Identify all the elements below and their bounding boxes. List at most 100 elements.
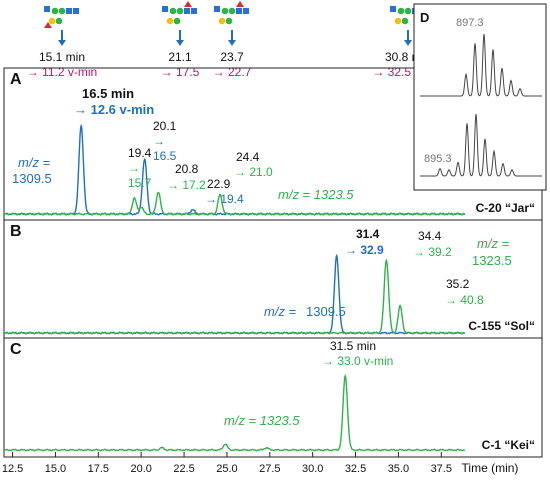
annotation-vmin: → xyxy=(128,161,140,175)
annotation-time: 22.9 xyxy=(207,177,231,191)
annotation-vmin: 16.5 xyxy=(153,149,177,163)
glycan-vmin: → 17.5 xyxy=(161,65,200,79)
fucose-icon xyxy=(44,22,52,28)
fucose-icon xyxy=(236,1,244,7)
galactose-icon xyxy=(394,17,402,25)
mz-label: m/z = xyxy=(264,304,297,319)
mannose-icon xyxy=(228,7,236,15)
annotation-time: 31.4 xyxy=(356,227,380,241)
glcnac-icon xyxy=(214,6,220,12)
panel-letter: B xyxy=(10,223,22,240)
annotation-vmin: → 12.6 v-min xyxy=(74,102,154,117)
down-arrow-icon xyxy=(58,40,66,46)
inset-trace-upper xyxy=(420,33,542,97)
glycan-icon xyxy=(162,1,197,46)
fucose-icon xyxy=(184,1,192,7)
mannose-icon xyxy=(397,7,405,15)
x-tick-label: 15.0 xyxy=(45,463,66,475)
glycan-time: 15.1 min xyxy=(39,50,85,64)
mannose-icon xyxy=(404,7,412,15)
annotation-vmin: → 17.2 xyxy=(167,178,206,192)
annotation-time: 20.1 xyxy=(153,119,177,133)
glycan-icon xyxy=(390,6,425,46)
sample-name: C-1 “Kei“ xyxy=(482,438,535,452)
glcnac-icon xyxy=(184,8,190,14)
inset-frame xyxy=(413,3,547,191)
annotation-time: 20.8 xyxy=(175,162,199,176)
down-arrow-icon xyxy=(228,40,236,46)
glycan-icon xyxy=(44,6,79,46)
annotation-vmin: → 33.0 v-min xyxy=(322,354,393,368)
annotation-time: 35.2 xyxy=(446,277,470,291)
x-tick-label: 20.0 xyxy=(130,463,151,475)
annotation-time: 19.4 xyxy=(128,146,152,160)
inset-trace-lower xyxy=(420,113,542,177)
mz-label: m/z = xyxy=(477,236,510,251)
panel-frame xyxy=(3,337,543,458)
mannose-icon xyxy=(173,17,181,25)
trace-blue xyxy=(4,253,466,335)
glcnac-icon xyxy=(73,8,79,14)
x-tick-label: 12.5 xyxy=(2,463,23,475)
annotation-time: 31.5 min xyxy=(330,339,376,353)
glcnac-icon xyxy=(66,8,72,14)
glycan-time: 21.1 xyxy=(168,50,192,64)
glcnac-icon xyxy=(162,6,168,12)
mannose-icon xyxy=(55,17,63,25)
glcnac-icon xyxy=(236,8,242,14)
glcnac-icon xyxy=(191,8,197,14)
inset-letter: D xyxy=(420,10,429,25)
glcnac-icon xyxy=(243,8,249,14)
glycan-vmin: → 11.2 v-min xyxy=(27,65,97,79)
x-tick-label: 25.0 xyxy=(216,463,237,475)
glycan-icon xyxy=(214,1,249,46)
down-arrow-icon xyxy=(404,40,412,46)
annotation-vmin: → xyxy=(153,134,165,148)
mz-value: 1323.5 xyxy=(472,253,512,268)
mannose-icon xyxy=(225,17,233,25)
glcnac-icon xyxy=(390,6,396,12)
x-axis-label: Time (min) xyxy=(462,461,519,475)
x-tick-label: 30.0 xyxy=(302,463,323,475)
annotation-vmin: → 40.8 xyxy=(445,293,484,307)
glycan-structures: 15.1 min→ 11.2 v-min 21.1→ 17.5 23.7→ 22.7… xyxy=(27,1,444,79)
annotation-vmin: 15.7 xyxy=(128,176,152,190)
galactose-icon xyxy=(218,17,226,25)
mz-label: m/z = xyxy=(18,155,51,170)
mannose-icon xyxy=(58,7,66,15)
annotation-time: 34.4 xyxy=(418,229,442,243)
mannose-icon xyxy=(221,7,229,15)
trace-green xyxy=(3,258,466,335)
x-tick-label: 27.5 xyxy=(259,463,280,475)
annotation-vmin: → 19.4 xyxy=(205,192,244,206)
x-tick-label: 32.5 xyxy=(345,463,366,475)
galactose-icon xyxy=(166,17,174,25)
x-tick-label: 35.0 xyxy=(388,463,409,475)
mz-label: m/z = 1323.5 xyxy=(278,187,354,202)
x-axis: Time (min) 12.5 15.0 17.5 20.0 22.5 25.0 27.5 3… xyxy=(2,452,519,475)
panel-c: C C-1 “Kei“ 31.5 min→ 33.0 v-min m/z = 1323… xyxy=(3,337,543,458)
annotation-time: 16.5 min xyxy=(82,86,134,101)
mz-label: m/z = 1323.5 xyxy=(224,413,300,428)
mannose-icon xyxy=(51,7,59,15)
glycan-time: 23.7 xyxy=(220,50,244,64)
trace-green xyxy=(3,373,466,452)
inset-label-lower: 895.3 xyxy=(424,153,452,165)
mannose-icon xyxy=(169,7,177,15)
panel-letter: A xyxy=(10,71,22,88)
sample-name: C-155 “Sol“ xyxy=(468,319,535,333)
mannose-icon xyxy=(401,17,409,25)
panel-b: B C-155 “Sol“ 31.4 → 32.9 34.4 → 39.2 35.2 → 40… xyxy=(3,219,543,339)
glycan-vmin: → 22.7 xyxy=(213,65,252,79)
x-tick-label: 22.5 xyxy=(173,463,194,475)
annotation-time: 24.4 xyxy=(236,150,260,164)
x-tick-label: 37.5 xyxy=(431,463,452,475)
inset-label-upper: 897.3 xyxy=(456,17,484,29)
mz-value: 1309.5 xyxy=(306,304,346,319)
trace-green xyxy=(3,191,466,216)
down-arrow-icon xyxy=(176,40,184,46)
annotation-vmin: → 32.9 xyxy=(345,243,384,257)
annotation-vmin: → 39.2 xyxy=(413,245,452,259)
mz-value: 1309.5 xyxy=(12,171,52,186)
